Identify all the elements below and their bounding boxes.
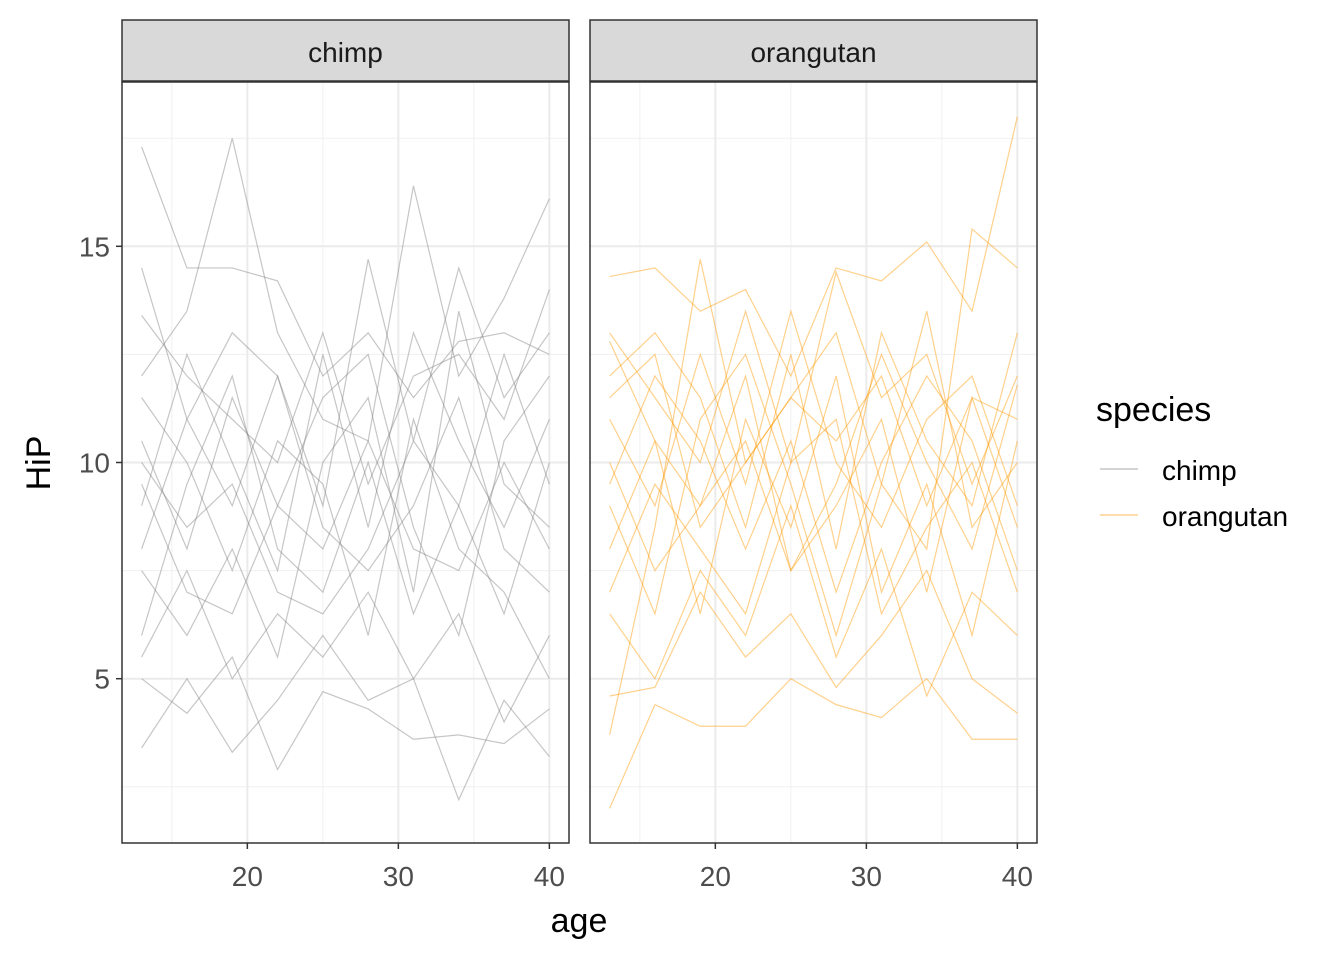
chimp-series-line-8	[141, 352, 550, 636]
y-tick-label: 5	[94, 664, 110, 695]
orangutan-series-line-1	[609, 116, 1018, 378]
orangutan-series-line-10	[609, 395, 1018, 593]
x-tick-label: 20	[232, 861, 263, 892]
chimp-series-line-5	[141, 289, 550, 486]
orangutan-series-line-5	[609, 503, 1018, 698]
facet-strip	[121, 19, 570, 82]
orangutan-series-line-12	[609, 418, 1018, 616]
x-tick-label: 40	[1002, 861, 1033, 892]
orangutan-series-line-13	[609, 311, 1018, 638]
legend-label-orangutan: orangutan	[1162, 501, 1288, 532]
y-tick-label: 10	[79, 448, 110, 479]
x-axis-label: age	[551, 902, 608, 940]
facet-strip-label: orangutan	[750, 37, 876, 68]
panel-chimp: chimp 20 30 40 5 10 15	[79, 19, 570, 892]
panel-orangutan: orangutan 20 30 40	[589, 19, 1038, 892]
chimp-series-line-9	[141, 397, 550, 679]
orangutan-series-line-0	[609, 677, 1018, 809]
y-tick-label: 15	[79, 231, 110, 262]
chimp-series-line-10	[141, 311, 550, 660]
facet-strip-label: chimp	[308, 37, 383, 68]
chimp-series-line-13	[141, 569, 550, 724]
panel-border	[589, 81, 1038, 844]
chimp-series-line-11	[141, 259, 550, 509]
legend-title: species	[1096, 391, 1211, 429]
facet-strip	[589, 19, 1038, 82]
orangutan-series-line-6	[609, 308, 1018, 529]
x-tick-label: 30	[851, 861, 882, 892]
chimp-series-line-7	[141, 353, 550, 638]
orangutan-series-line-9	[609, 569, 1018, 714]
orangutan-series-line-3	[609, 341, 1018, 573]
chimp-series-line-2	[141, 634, 550, 802]
x-tick-label: 20	[700, 861, 731, 892]
chimp-series-line-1	[141, 138, 550, 442]
orangutan-series-line-11	[609, 330, 1018, 550]
x-tick-label: 40	[534, 861, 565, 892]
orangutan-series-line-14	[609, 353, 1018, 529]
orangutan-series-line-4	[609, 374, 1018, 595]
orangutan-series-line-7	[609, 375, 1018, 638]
legend: species chimp orangutan	[1096, 391, 1288, 532]
chimp-series-line-4	[141, 655, 550, 771]
y-axis-label: HiP	[20, 436, 58, 491]
legend-label-chimp: chimp	[1162, 455, 1237, 486]
chimp-series-line-12	[141, 330, 550, 573]
chimp-series-line-6	[141, 374, 550, 593]
chimp-series-line-14	[141, 395, 550, 572]
x-tick-label: 30	[383, 861, 414, 892]
orangutan-series-line-2	[609, 227, 1018, 736]
chimp-series-line-0	[141, 146, 550, 399]
orangutan-series-line-8	[609, 270, 1018, 486]
chimp-series-line-3	[141, 439, 550, 616]
